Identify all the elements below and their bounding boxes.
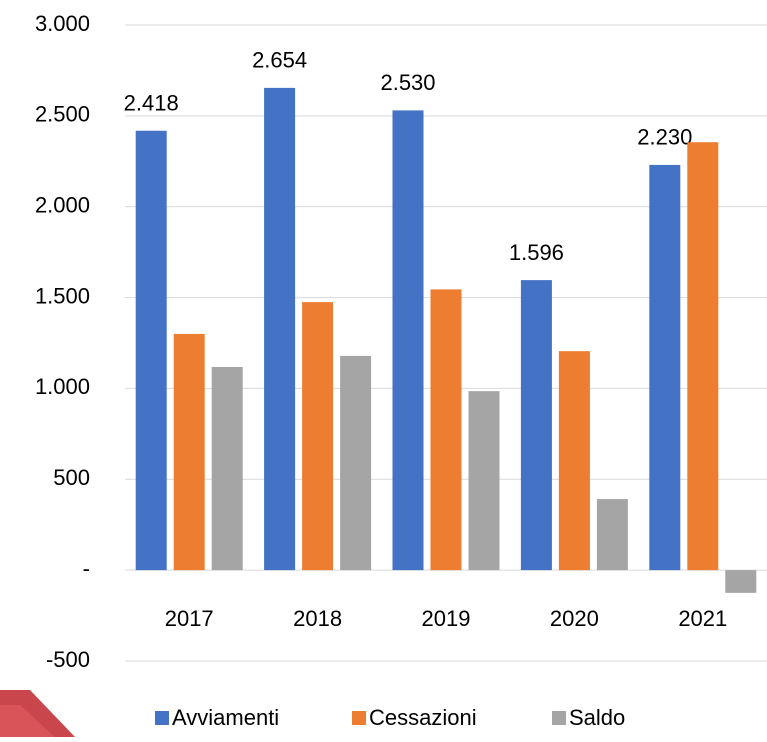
bar — [725, 570, 756, 593]
x-tick-label: 2017 — [165, 606, 214, 631]
bar — [340, 356, 371, 570]
y-tick-label: - — [83, 556, 90, 581]
y-tick-label: 2.500 — [35, 102, 90, 127]
bar — [687, 142, 718, 570]
bar — [521, 280, 552, 570]
x-tick-label: 2018 — [293, 606, 342, 631]
y-tick-label: 1.000 — [35, 374, 90, 399]
bar — [136, 131, 167, 570]
bar — [264, 88, 295, 570]
y-tick-label: -500 — [46, 647, 90, 672]
x-tick-label: 2021 — [678, 606, 727, 631]
data-label: 2.654 — [252, 48, 307, 73]
x-tick-label: 2020 — [550, 606, 599, 631]
chart: -500-5001.0001.5002.0002.5003.00020172.4… — [0, 0, 767, 737]
y-tick-label: 2.000 — [35, 193, 90, 218]
legend-label: Saldo — [569, 705, 625, 730]
bar — [393, 110, 424, 570]
bar — [469, 391, 500, 570]
legend-swatch — [552, 711, 566, 725]
data-label: 1.596 — [509, 240, 564, 265]
legend-label: Avviamenti — [172, 705, 279, 730]
bar — [212, 367, 243, 570]
bar — [431, 289, 462, 570]
bar — [559, 351, 590, 570]
y-tick-label: 500 — [53, 465, 90, 490]
bar — [302, 302, 333, 570]
legend-swatch — [155, 711, 169, 725]
data-label: 2.530 — [380, 70, 435, 95]
y-tick-label: 3.000 — [35, 11, 90, 36]
data-label: 2.230 — [637, 125, 692, 150]
bar — [174, 334, 205, 570]
legend-label: Cessazioni — [369, 705, 477, 730]
page: {"chart_data": {"type": "bar", "categori… — [0, 0, 767, 742]
bar — [597, 499, 628, 570]
y-tick-label: 1.500 — [35, 283, 90, 308]
bar — [649, 165, 680, 570]
legend-swatch — [352, 711, 366, 725]
x-tick-label: 2019 — [422, 606, 471, 631]
data-label: 2.418 — [124, 91, 179, 116]
